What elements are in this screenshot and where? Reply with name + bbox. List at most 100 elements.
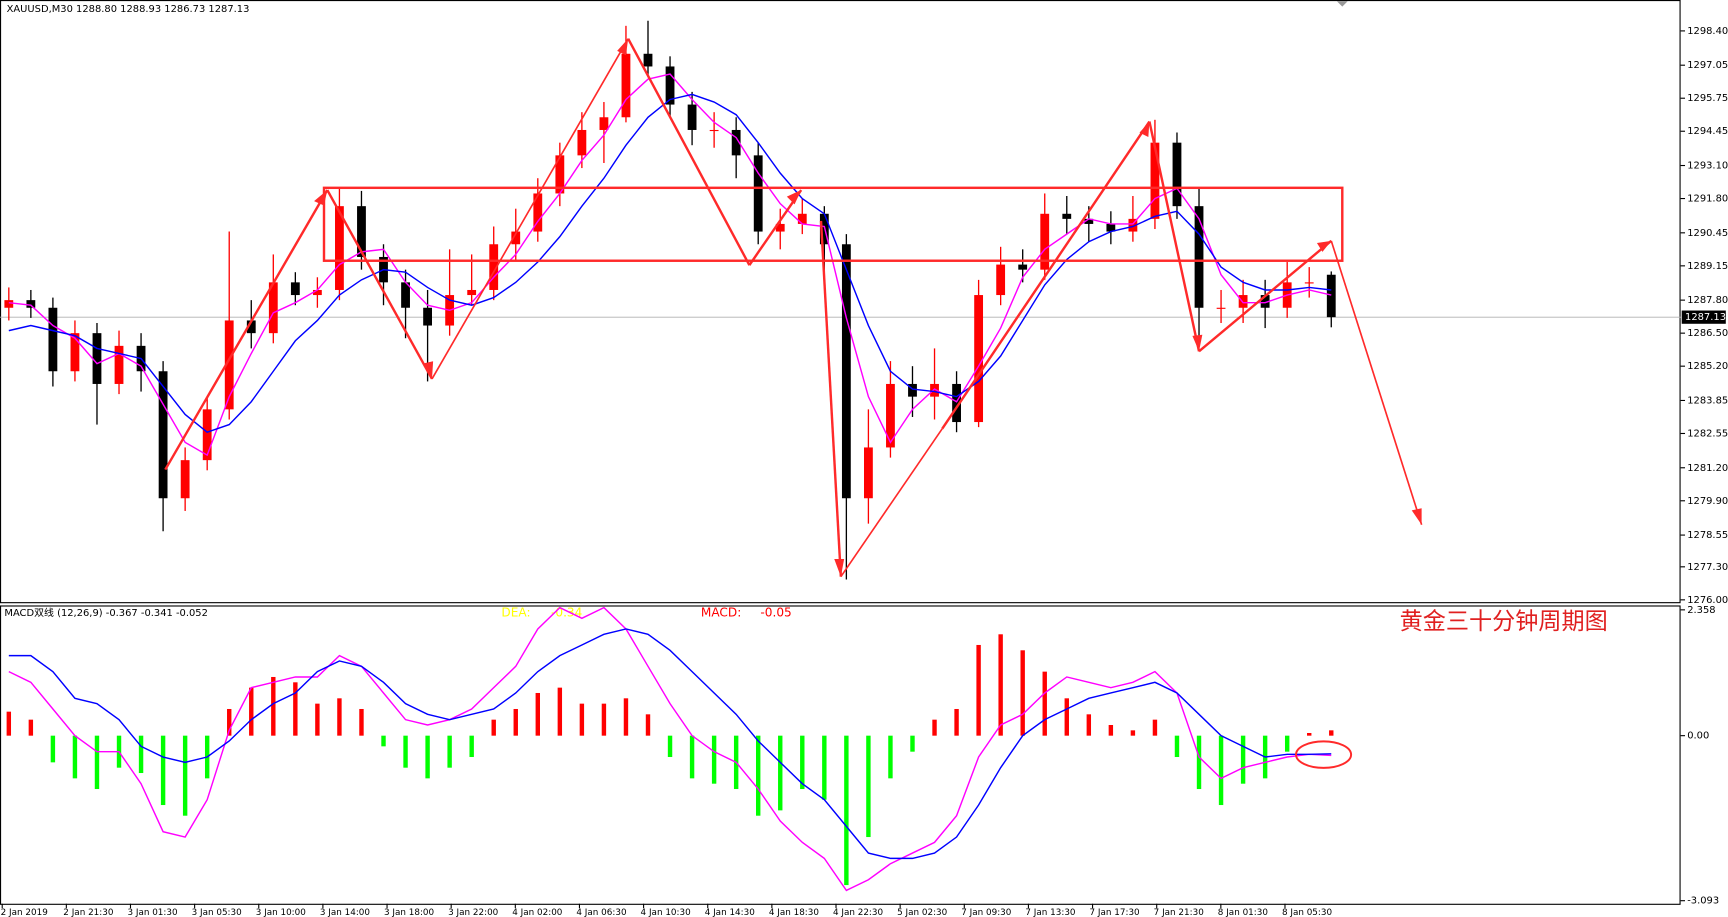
arrowheads: [314, 38, 1422, 577]
y-tick-label: 1287.80: [1687, 295, 1728, 306]
y-tick-label: 1282.55: [1687, 428, 1728, 439]
candle-body: [268, 282, 278, 334]
macd-bar: [866, 735, 871, 838]
candle-body: [1238, 295, 1248, 308]
macd-bar: [998, 634, 1003, 736]
candle-body: [886, 383, 895, 448]
candle-body: [158, 371, 168, 499]
x-tick-label: 2 Jan 2019: [1, 908, 48, 917]
candle-body: [577, 129, 587, 156]
trend-line: [819, 220, 843, 577]
macd-bar: [293, 682, 298, 736]
highlight-circle: [1295, 740, 1353, 769]
x-tick-label: 4 Jan 10:30: [641, 908, 692, 917]
candle-body: [246, 320, 256, 334]
candle-body: [533, 193, 543, 232]
candle-body: [687, 104, 697, 130]
macd-bar: [315, 703, 320, 736]
macd-bar: [1196, 735, 1202, 790]
macd-bar: [1284, 735, 1290, 752]
candle-body: [224, 320, 234, 410]
trend-line: [326, 189, 434, 380]
macd-bar: [1108, 724, 1114, 736]
y-tick-label: 1297.05: [1687, 60, 1728, 71]
chart-title: XAUUSD,M30 1288.80 1288.93 1286.73 1287.…: [7, 4, 250, 15]
last-price-label: 1287.13: [1685, 312, 1726, 323]
x-tick-label: 7 Jan 21:30: [1154, 908, 1205, 917]
candle-body: [731, 129, 741, 156]
candle-body: [1040, 213, 1050, 270]
macd-bar: [535, 692, 540, 736]
dea-value: -0.34: [551, 606, 583, 620]
macd-y-tick-label: 2.358: [1687, 605, 1715, 616]
macd-bar: [645, 714, 651, 736]
candle-body: [1304, 282, 1314, 284]
candle-body: [92, 333, 102, 384]
y-tick-label: 1283.85: [1687, 395, 1728, 406]
candle-body: [4, 300, 14, 308]
candle-body: [312, 289, 322, 296]
macd-bar: [1218, 735, 1224, 806]
macd-bar: [711, 735, 717, 784]
trend-line: [941, 120, 1151, 430]
x-tick-label: 7 Jan 09:30: [961, 908, 1012, 917]
y-tick-label: 1276.00: [1687, 595, 1728, 606]
macd-bar: [1086, 714, 1092, 736]
candle-body: [996, 264, 1006, 296]
candle-body: [1260, 295, 1270, 308]
macd-bar: [447, 735, 452, 768]
candle-body: [202, 409, 212, 461]
macd-bar: [491, 719, 496, 736]
trend-line: [164, 189, 329, 471]
macd-bar: [469, 735, 474, 758]
annotation: 黄金三十分钟周期图: [1400, 608, 1608, 635]
macd-bar: [932, 719, 937, 736]
y-tick-label: 1293.10: [1687, 161, 1728, 172]
candle-body: [70, 333, 80, 372]
candle-body: [599, 117, 609, 130]
x-tick-label: 3 Jan 14:00: [320, 908, 371, 917]
trend-line: [748, 189, 803, 266]
macd-bar: [623, 698, 629, 736]
macd-bar: [50, 735, 56, 763]
candle-body: [930, 383, 939, 397]
candle-body: [841, 244, 851, 499]
drawings: [164, 38, 1423, 769]
plot-layer: 1298.40 1297.05 1295.75 1294.45 1293.10 1291.…: [0, 20, 1728, 917]
macd-bar: [381, 735, 386, 747]
x-tick-label: 3 Jan 01:30: [127, 908, 178, 917]
x-tick-label: 4 Jan 02:00: [512, 908, 563, 917]
candle-body: [1018, 264, 1028, 270]
candle-body: [753, 155, 763, 232]
macd-bar: [337, 698, 342, 736]
macd-bar: [1130, 730, 1136, 736]
macd-bar: [1152, 719, 1158, 736]
candle-body: [401, 282, 410, 308]
x-tick-label: 4 Jan 22:30: [833, 908, 884, 917]
macd-text-label: MACD:: [701, 606, 741, 620]
macd-bar: [1174, 735, 1180, 758]
macd-bar: [1307, 733, 1312, 736]
macd-bar: [403, 735, 408, 768]
macd-bar: [689, 735, 695, 779]
candle-body: [290, 282, 300, 296]
candle-body: [1106, 223, 1116, 232]
x-tick-label: 4 Jan 06:30: [576, 908, 627, 917]
candle-body: [908, 383, 917, 397]
macd-bar: [888, 735, 893, 779]
macd-bar: [227, 708, 232, 736]
macd-bar: [844, 735, 849, 886]
macd-bar: [160, 735, 166, 806]
moving-average: [8, 93, 1332, 434]
range-box: [322, 186, 1344, 262]
candle-body: [48, 307, 58, 372]
candle-body: [1172, 142, 1182, 207]
y-tick-label: 1294.45: [1687, 126, 1728, 137]
candle-body: [1084, 218, 1094, 224]
macd-line: [8, 606, 1332, 892]
y-tick-label: 1285.20: [1687, 361, 1728, 372]
macd-bar: [557, 687, 563, 736]
macd-bar: [359, 708, 364, 736]
macd-bar: [182, 735, 188, 816]
macd-bar: [601, 703, 607, 736]
